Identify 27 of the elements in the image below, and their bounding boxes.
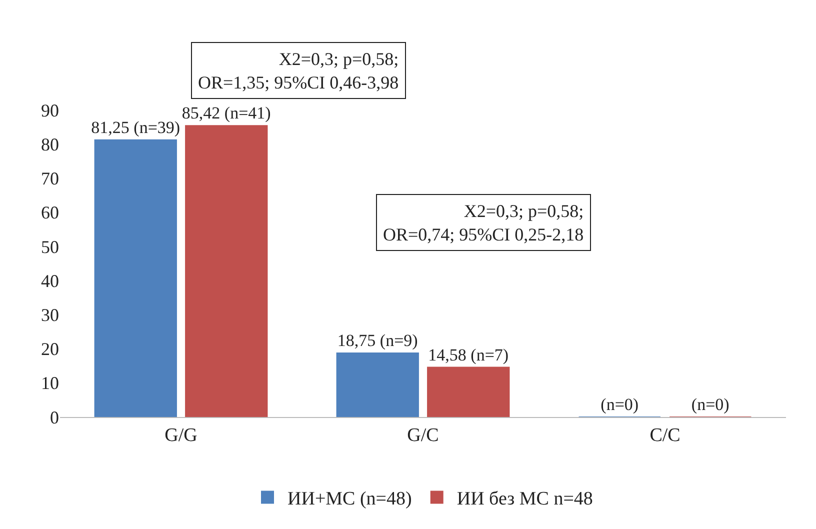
y-tick-label: 40: [41, 270, 59, 291]
annotation: X2=0,3; p=0,58; OR=0,74; 95%CI 0,25-2,18: [383, 201, 584, 244]
data-label: (n=0): [691, 395, 730, 414]
y-tick-label: 10: [41, 373, 59, 394]
y-tick-label: 50: [41, 236, 59, 257]
text: X2=0,3; p=0,58; OR=1,35; 95%CI 0,46-3,98: [198, 49, 399, 92]
y-tick-label: 20: [41, 339, 59, 360]
y-tick-label: 90: [41, 100, 59, 120]
bar: [336, 352, 419, 417]
x-tick-label: G/G: [164, 424, 198, 446]
y-tick-label: 60: [41, 202, 59, 223]
data-label: (n=0): [600, 395, 639, 414]
legend-label: ИИ без МС n=48: [456, 488, 593, 510]
bar: [94, 139, 177, 417]
y-tick-label: 0: [50, 407, 59, 428]
x-tick-label: C/C: [650, 424, 680, 446]
data-label: 14,58 (n=7): [428, 345, 509, 364]
y-tick-label: 30: [41, 304, 59, 325]
bar: [185, 125, 268, 417]
bar: [427, 366, 510, 417]
x-tick-label: G/C: [407, 424, 439, 446]
data-label: 81,25 (n=39): [91, 118, 180, 137]
y-tick-label: 80: [41, 134, 59, 154]
legend-label: ИИ+МС (n=48): [288, 488, 412, 510]
data-label: 18,75 (n=9): [337, 331, 418, 350]
data-label: 85,42 (n=41): [182, 104, 271, 123]
y-tick-label: 70: [41, 168, 59, 189]
